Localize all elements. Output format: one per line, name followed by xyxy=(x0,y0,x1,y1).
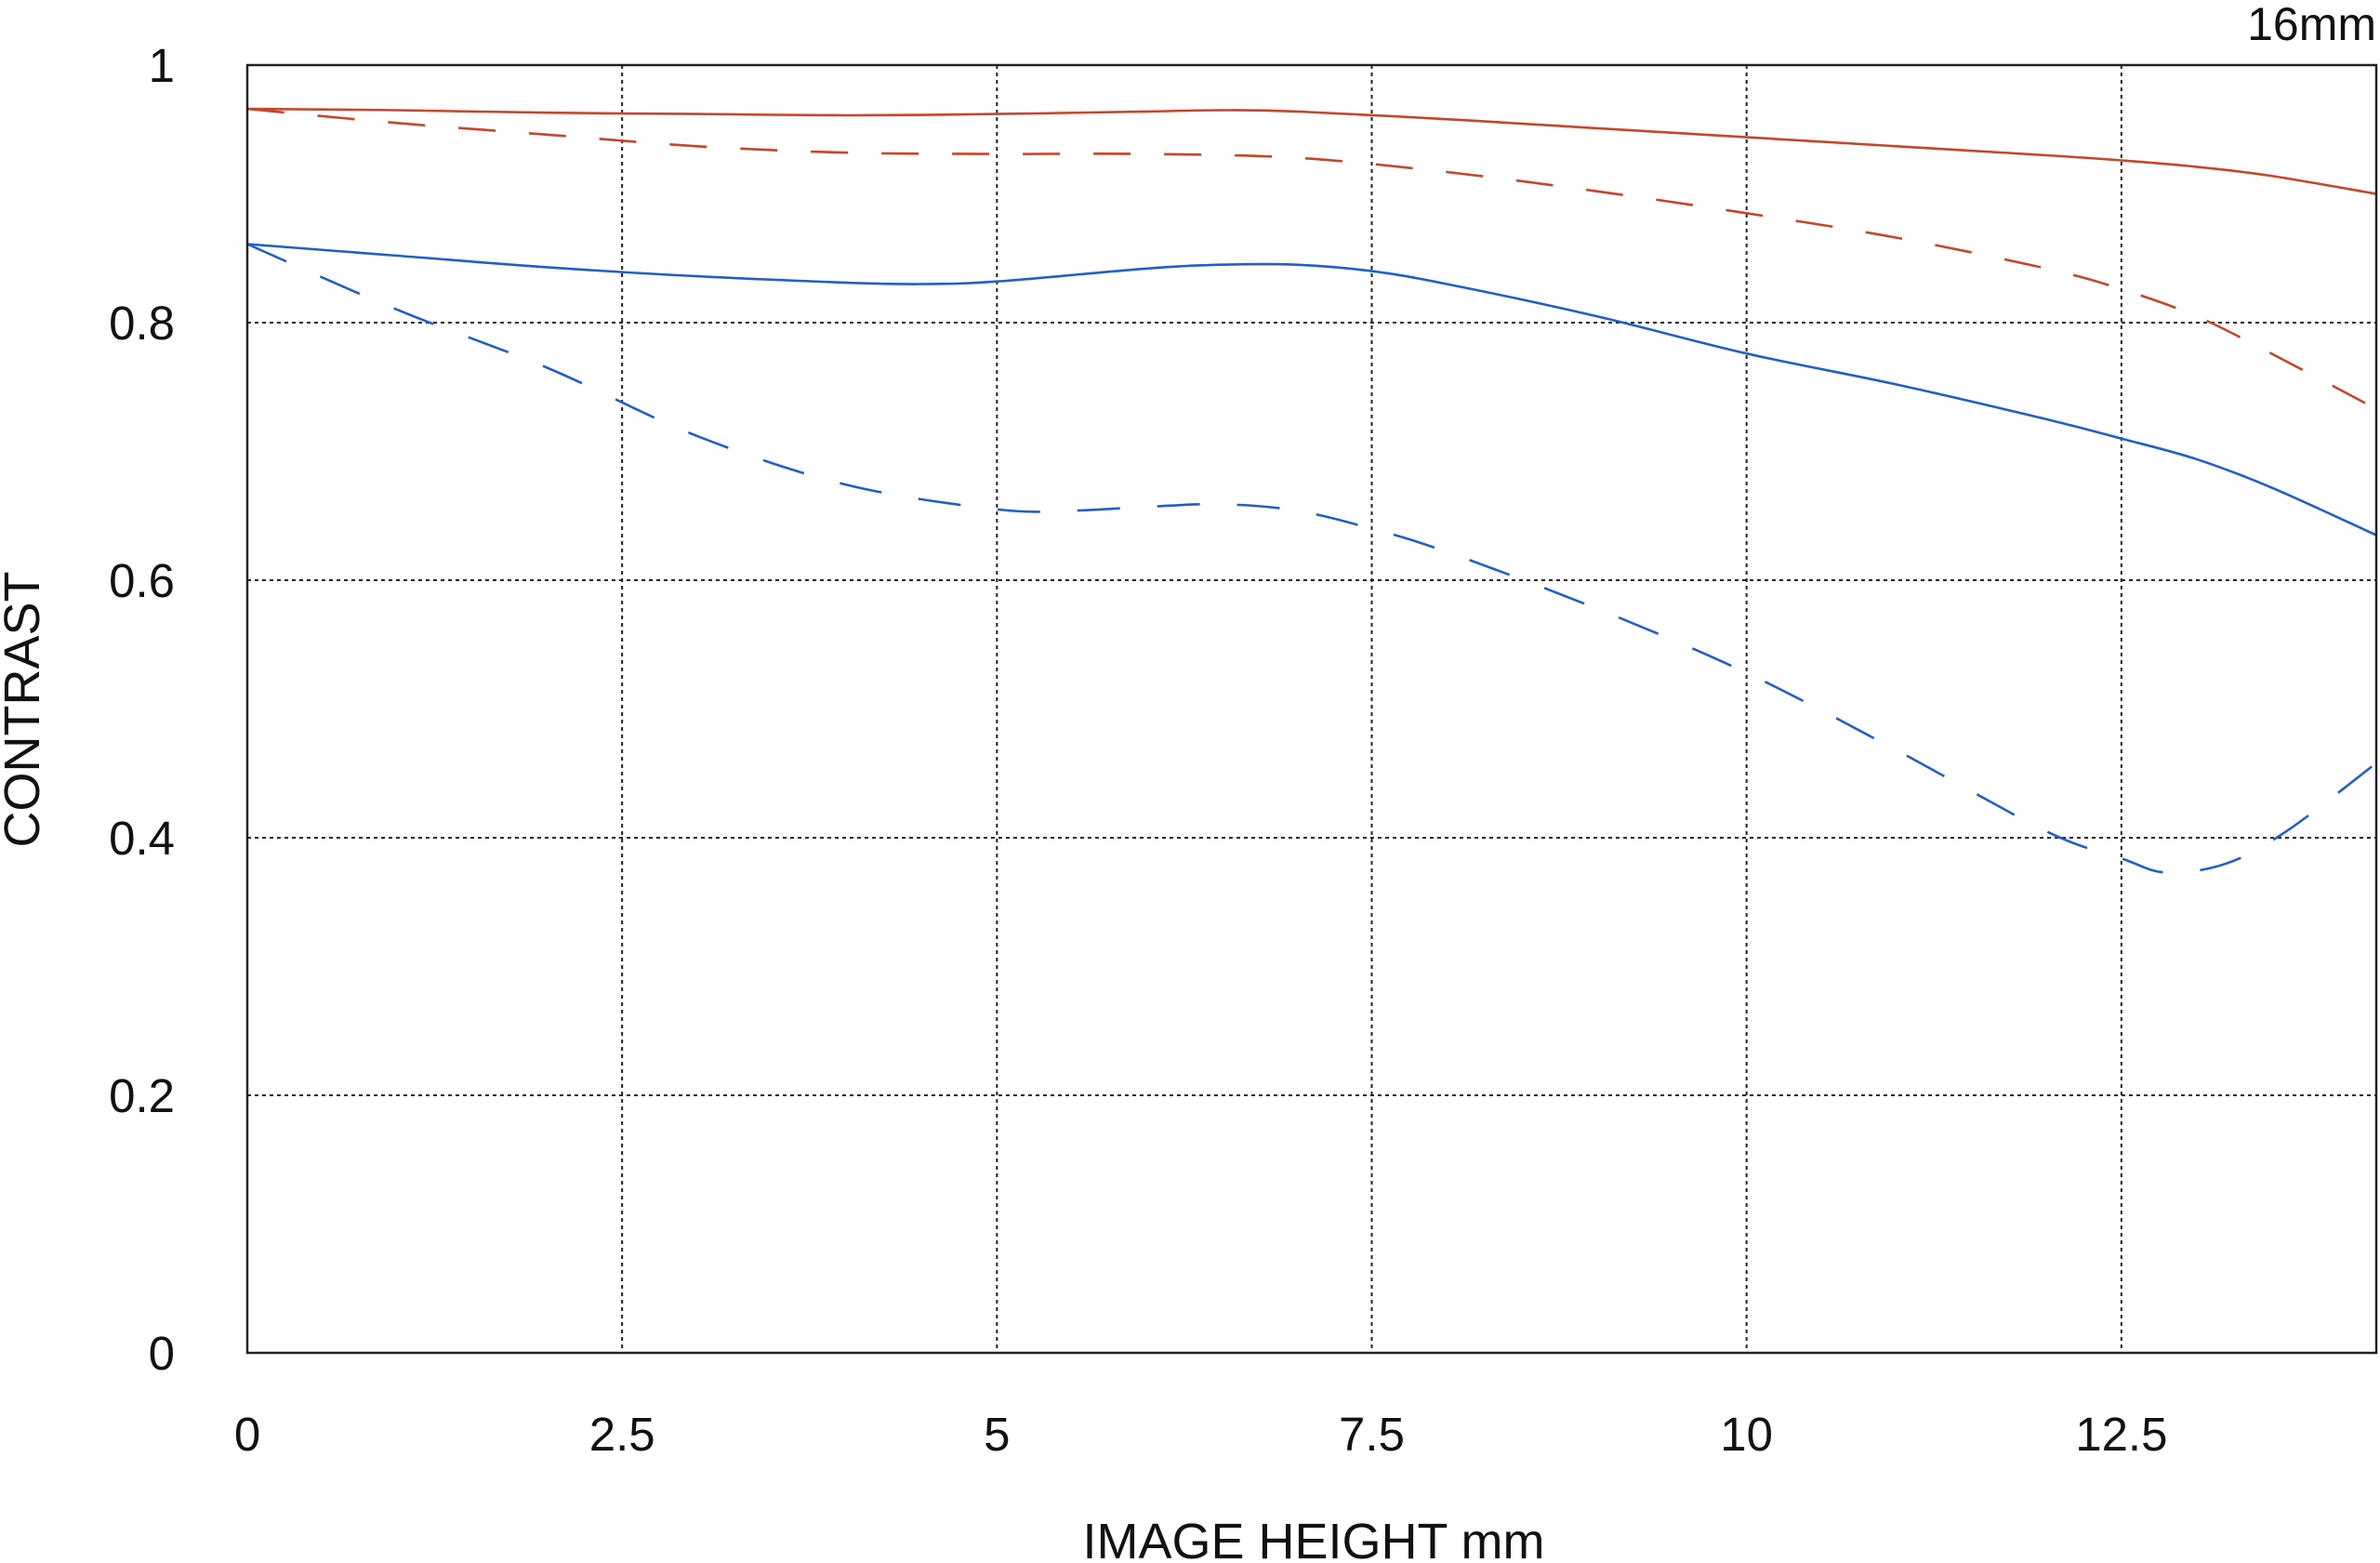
y-tick-label: 0.8 xyxy=(109,297,175,350)
y-tick-label: 0.2 xyxy=(109,1069,175,1122)
x-tick-label: 7.5 xyxy=(1339,1408,1405,1461)
x-axis-label: IMAGE HEIGHT mm xyxy=(1082,1514,1544,1563)
x-tick-label: 12.5 xyxy=(2075,1408,2167,1461)
focal-length-label: 16mm xyxy=(2247,0,2376,50)
blue-dashed-line xyxy=(246,243,2377,874)
y-tick-label: 0.6 xyxy=(109,554,175,607)
x-tick-label: 0 xyxy=(234,1408,260,1461)
series-lines xyxy=(246,107,2377,874)
grid-lines xyxy=(247,65,2376,1353)
red-solid-line xyxy=(246,107,2377,195)
x-tick-label: 5 xyxy=(984,1408,1010,1461)
y-axis-label: CONTRAST xyxy=(0,572,50,848)
red-dashed-line xyxy=(246,107,2377,410)
x-tick-label: 2.5 xyxy=(589,1408,655,1461)
plot-frame xyxy=(245,63,2378,1355)
x-tick-label: 10 xyxy=(1720,1408,1773,1461)
x-tick-labels: 0 2.5 5 7.5 10 12.5 xyxy=(234,1408,2168,1461)
y-tick-label: 0.4 xyxy=(109,812,175,865)
y-tick-labels: 0 0.2 0.4 0.6 0.8 1 xyxy=(109,39,175,1380)
y-tick-label: 1 xyxy=(149,39,175,92)
blue-solid-line xyxy=(246,243,2377,536)
y-tick-label: 0 xyxy=(149,1327,175,1380)
